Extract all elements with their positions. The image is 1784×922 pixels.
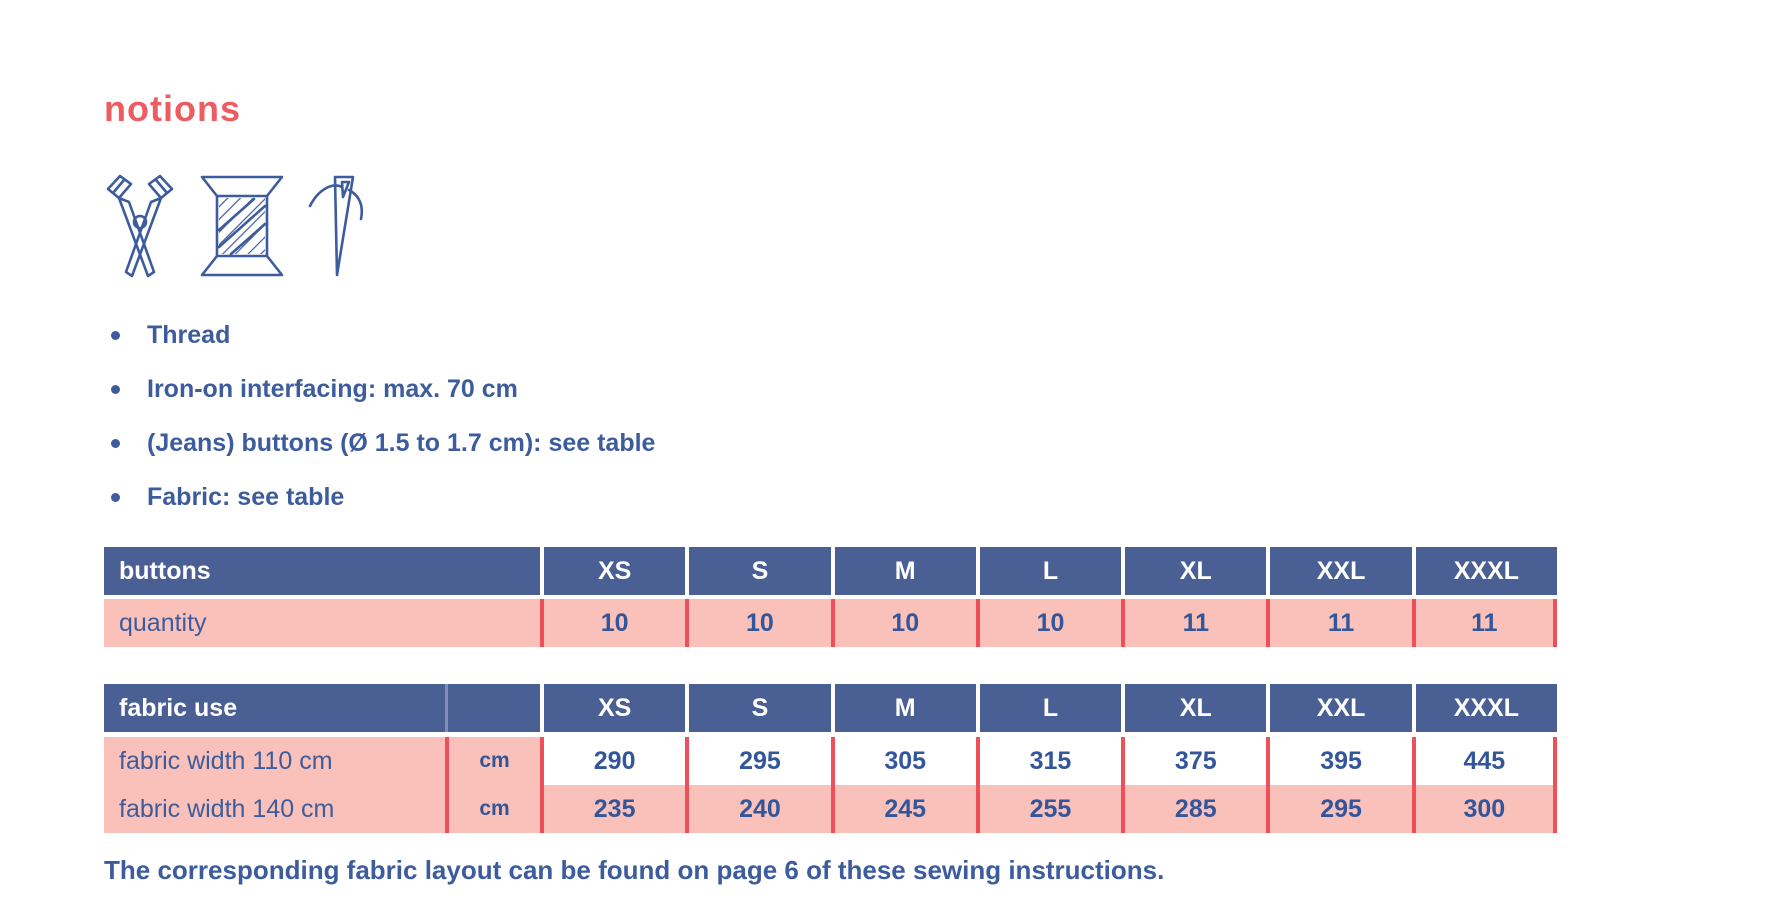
- notions-list-item: Fabric: see table: [104, 470, 655, 524]
- table-data-row: fabric width 110 cm cm 290 295 305 315 375 395 4…: [104, 737, 1557, 785]
- buttons-table: buttons XS S M L XL XXL XXXL quantity 10 10 10 10 11 1…: [104, 547, 1557, 647]
- size-header-cell: XL: [1121, 684, 1266, 732]
- size-header-cell: S: [685, 684, 830, 732]
- size-header-cell: XXL: [1266, 684, 1411, 732]
- row-label-cell: quantity: [104, 599, 540, 647]
- table-header-row: fabric use XS S M L XL XXL XXXL: [104, 684, 1557, 732]
- value-cell: 11: [1266, 599, 1412, 647]
- value-cell: 245: [830, 785, 976, 833]
- unit-header-cell: [445, 684, 540, 732]
- notions-list-item: (Jeans) buttons (Ø 1.5 to 1.7 cm): see t…: [104, 416, 655, 470]
- section-title: notions: [104, 88, 241, 129]
- table-data-row: fabric width 140 cm cm 235 240 245 255 285 295 3…: [104, 785, 1557, 833]
- table-data-row: quantity 10 10 10 10 11 11 11: [104, 599, 1557, 647]
- size-header-cell: XL: [1121, 547, 1266, 595]
- unit-cell: cm: [445, 737, 540, 785]
- value-cell: 240: [685, 785, 831, 833]
- value-cell: 11: [1411, 599, 1557, 647]
- value-cell: 11: [1121, 599, 1267, 647]
- value-cell: 375: [1121, 737, 1267, 785]
- notions-list-item: Iron-on interfacing: max. 70 cm: [104, 362, 655, 416]
- value-cell: 305: [830, 737, 976, 785]
- value-cell: 285: [1121, 785, 1267, 833]
- value-cell: 10: [830, 599, 976, 647]
- size-header-cell: XXXL: [1411, 684, 1557, 732]
- size-header-cell: M: [830, 684, 976, 732]
- size-header-cell: XXXL: [1411, 547, 1557, 595]
- size-header-cell: XS: [540, 547, 685, 595]
- notions-list-item: Thread: [104, 308, 655, 362]
- value-cell: 10: [540, 599, 686, 647]
- needle-icon: [308, 175, 364, 277]
- value-cell: 445: [1411, 737, 1557, 785]
- table-header-row: buttons XS S M L XL XXL XXXL: [104, 547, 1557, 595]
- table-title-cell: fabric use: [119, 693, 238, 722]
- value-cell: 295: [685, 737, 831, 785]
- unit-cell: cm: [445, 785, 540, 833]
- value-cell: 395: [1266, 737, 1412, 785]
- value-cell: 10: [975, 599, 1122, 647]
- size-header-cell: XXL: [1266, 547, 1411, 595]
- thread-spool-icon: [200, 175, 284, 277]
- fabric-use-table: fabric use XS S M L XL XXL XXXL fabric width 110…: [104, 684, 1557, 833]
- value-cell: 300: [1411, 785, 1557, 833]
- footer-note: The corresponding fabric layout can be f…: [104, 855, 1165, 885]
- notions-list: Thread Iron-on interfacing: max. 70 cm (Je…: [104, 308, 655, 524]
- row-label-cell: fabric width 140 cm: [104, 785, 445, 833]
- size-header-cell: M: [830, 547, 976, 595]
- row-label-cell: fabric width 110 cm: [104, 737, 445, 785]
- scissors-icon: [106, 174, 174, 278]
- value-cell: 10: [685, 599, 831, 647]
- value-cell: 255: [975, 785, 1122, 833]
- value-cell: 290: [540, 737, 686, 785]
- value-cell: 315: [975, 737, 1122, 785]
- size-header-cell: XS: [540, 684, 685, 732]
- size-header-cell: L: [975, 684, 1121, 732]
- size-header-cell: S: [685, 547, 830, 595]
- size-header-cell: L: [975, 547, 1121, 595]
- value-cell: 235: [540, 785, 686, 833]
- value-cell: 295: [1266, 785, 1412, 833]
- notions-icons: [104, 172, 366, 280]
- table-title-cell: buttons: [119, 556, 211, 585]
